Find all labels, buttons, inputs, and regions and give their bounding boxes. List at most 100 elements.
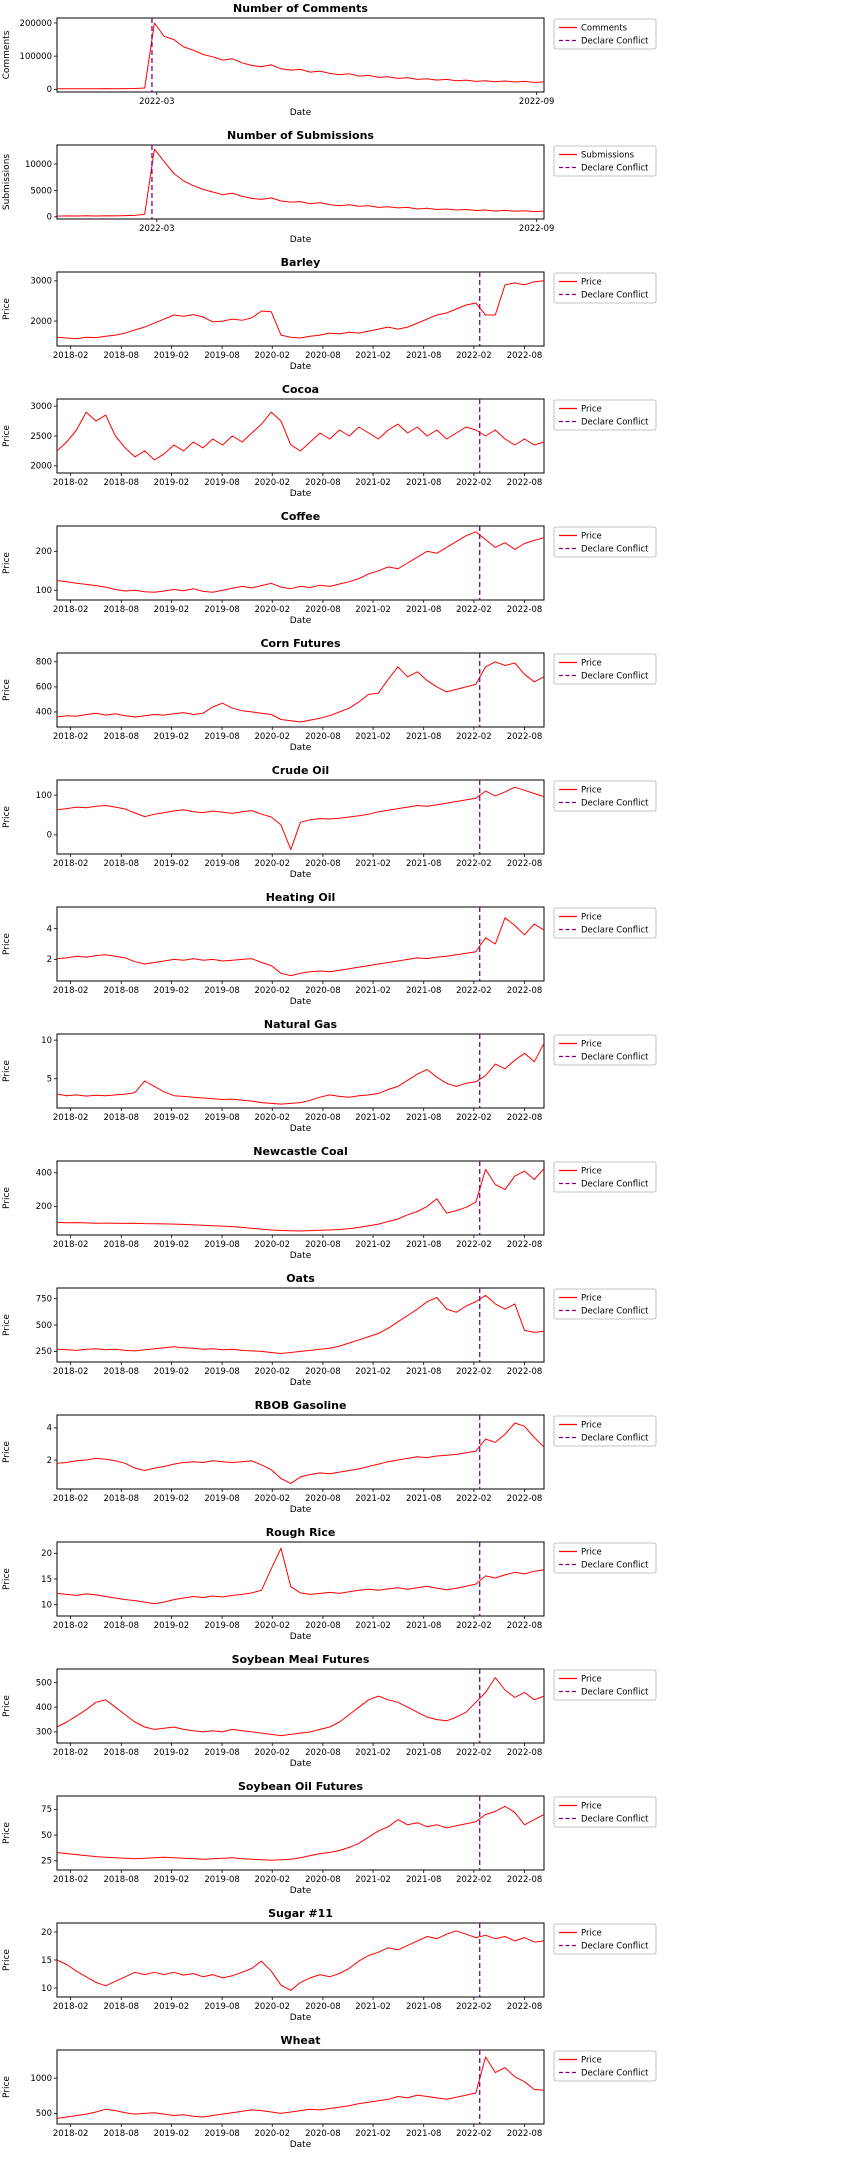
y-tick-label: 10 — [41, 1036, 52, 1046]
chart-title: Coffee — [281, 510, 320, 523]
legend-label-conflict: Declare Conflict — [581, 1307, 649, 1317]
x-tick-label: 2021-08 — [406, 1748, 442, 1758]
x-tick-label: 2022-08 — [507, 351, 543, 361]
x-axis-label: Date — [290, 362, 312, 372]
x-tick-label: 2021-08 — [406, 1621, 442, 1631]
x-tick-label: 2018-08 — [104, 2129, 140, 2139]
series-line-natural-gas — [56, 1043, 545, 1105]
figure-number-of-submissions: Number of Submissions Submissions 0 5000 100… — [2, 129, 657, 245]
x-tick-label: 2020-02 — [254, 605, 290, 615]
x-tick-label: 2018-08 — [104, 1748, 140, 1758]
x-tick-label: 2019-02 — [154, 1494, 190, 1504]
x-tick-label: 2018-02 — [53, 1875, 89, 1885]
x-tick-label: 2018-08 — [104, 1494, 140, 1504]
y-tick-label: 600 — [36, 683, 52, 693]
y-tick-label: 3000 — [30, 402, 52, 412]
legend-label-conflict: Declare Conflict — [581, 1053, 649, 1063]
figure-cocoa: Cocoa Price 2000 2500 3000 2018-02 2018-08 2019… — [2, 383, 657, 499]
x-tick-label: 2021-02 — [355, 986, 391, 996]
legend-label-series: Price — [581, 1040, 602, 1050]
x-tick-label: 2020-08 — [305, 1748, 341, 1758]
legend-label-conflict: Declare Conflict — [581, 672, 649, 682]
x-tick-label: 2020-02 — [254, 2129, 290, 2139]
legend-label-conflict: Declare Conflict — [581, 418, 649, 428]
figure-heating-oil: Heating Oil Price 2 4 2018-02 2018-08 2019-02 2… — [2, 891, 657, 1007]
x-tick-label: 2021-08 — [406, 1240, 442, 1250]
legend-label-conflict: Declare Conflict — [581, 926, 649, 936]
x-tick-label: 2022-03 — [139, 97, 175, 107]
x-tick-label: 2020-08 — [305, 605, 341, 615]
x-tick-label: 2021-08 — [406, 2129, 442, 2139]
y-tick-label: 100 — [36, 586, 52, 596]
series-line-coffee — [56, 531, 545, 593]
y-tick-label: 0 — [47, 85, 52, 95]
figure-rbob-gasoline: RBOB Gasoline Price 2 4 2018-02 2018-08 2019-0… — [2, 1399, 657, 1515]
y-tick-label: 100000 — [20, 52, 52, 62]
chart-title: Corn Futures — [260, 637, 340, 650]
x-tick-label: 2021-08 — [406, 1494, 442, 1504]
y-tick-label: 500 — [36, 2109, 52, 2119]
x-tick-label: 2022-02 — [456, 605, 492, 615]
x-tick-label: 2021-02 — [355, 1113, 391, 1123]
legend-label-series: Price — [581, 1294, 602, 1304]
x-tick-label: 2018-02 — [53, 2002, 89, 2012]
y-tick-label: 400 — [36, 708, 52, 718]
y-tick-label: 200 — [36, 1202, 52, 1212]
figure-corn-futures: Corn Futures Price 400 600 800 2018-02 2018-08… — [2, 637, 657, 753]
figure-oats: Oats Price 250 500 750 2018-02 2018-08 2019-02 2… — [2, 1272, 657, 1388]
x-tick-label: 2019-02 — [154, 986, 190, 996]
plot-frame — [56, 398, 545, 474]
y-tick-label: 5000 — [30, 186, 52, 196]
y-axis-label: Price — [2, 1568, 12, 1590]
x-tick-label: 2020-08 — [305, 859, 341, 869]
y-axis-label: Price — [2, 679, 12, 701]
legend-label-series: Price — [581, 1929, 602, 1939]
chart-title: Sugar #11 — [268, 1907, 333, 1920]
plot-frame — [56, 1414, 545, 1490]
x-tick-label: 2020-02 — [254, 478, 290, 488]
legend-label-series: Submissions — [581, 151, 635, 161]
legend-box — [553, 1923, 657, 1955]
x-tick-label: 2022-08 — [507, 1494, 543, 1504]
x-axis-label: Date — [290, 235, 312, 245]
x-axis-label: Date — [290, 1378, 312, 1388]
x-tick-label: 2020-08 — [305, 732, 341, 742]
legend-box — [553, 1796, 657, 1828]
x-axis-label: Date — [290, 997, 312, 1007]
legend-box — [553, 2050, 657, 2082]
x-tick-label: 2020-02 — [254, 2002, 290, 2012]
legend-box — [553, 1288, 657, 1320]
x-tick-label: 2018-02 — [53, 859, 89, 869]
series-line-rough-rice — [56, 1547, 545, 1605]
x-tick-label: 2019-02 — [154, 1621, 190, 1631]
x-tick-label: 2020-02 — [254, 986, 290, 996]
y-axis-label: Submissions — [2, 154, 12, 210]
y-tick-label: 200 — [36, 547, 52, 557]
y-axis-label: Price — [2, 298, 12, 320]
x-tick-label: 2019-02 — [154, 1367, 190, 1377]
x-tick-label: 2019-02 — [154, 1875, 190, 1885]
series-line-sugar-11 — [56, 1930, 545, 1991]
series-line-heating-oil — [56, 917, 545, 977]
x-tick-label: 2021-02 — [355, 351, 391, 361]
legend-label-series: Price — [581, 1802, 602, 1812]
y-tick-label: 15 — [41, 1956, 52, 1966]
x-tick-label: 2019-02 — [154, 1748, 190, 1758]
x-tick-label: 2022-08 — [507, 2129, 543, 2139]
x-tick-label: 2018-08 — [104, 1240, 140, 1250]
plot-frame — [56, 906, 545, 982]
x-tick-label: 2022-08 — [507, 986, 543, 996]
plot-frame — [56, 271, 545, 347]
y-axis-label: Price — [2, 1949, 12, 1971]
x-tick-label: 2020-02 — [254, 1621, 290, 1631]
x-tick-label: 2019-08 — [204, 1240, 240, 1250]
x-axis-label: Date — [290, 1124, 312, 1134]
x-tick-label: 2019-02 — [154, 2129, 190, 2139]
x-tick-label: 2019-08 — [204, 859, 240, 869]
x-tick-label: 2022-02 — [456, 351, 492, 361]
plot-frame — [56, 1160, 545, 1236]
figure-rough-rice: Rough Rice Price 10 15 20 2018-02 2018-08 2019-… — [2, 1526, 657, 1642]
figure-soybean-meal-futures: Soybean Meal Futures Price 300 400 500 2018-0… — [2, 1653, 657, 1769]
chart-title: Soybean Meal Futures — [232, 1653, 370, 1666]
y-tick-label: 500 — [36, 1321, 52, 1331]
